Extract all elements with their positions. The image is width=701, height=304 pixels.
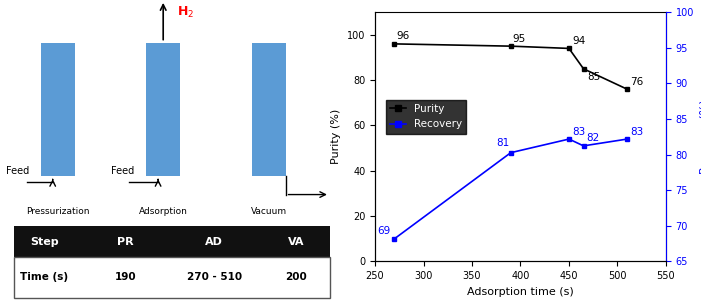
- Text: 82: 82: [587, 133, 599, 143]
- Text: 96: 96: [396, 31, 409, 41]
- Y-axis label: Purity (%): Purity (%): [332, 109, 341, 164]
- Bar: [13, 226, 329, 257]
- Text: 94: 94: [572, 36, 585, 46]
- Text: 270 - 510: 270 - 510: [186, 272, 242, 282]
- Text: PR: PR: [118, 237, 134, 247]
- Y-axis label: Recovery (%): Recovery (%): [700, 99, 701, 174]
- Text: 69: 69: [377, 226, 390, 236]
- Purity: [579, 67, 587, 71]
- Purity: [565, 47, 573, 50]
- Recovery: [579, 144, 587, 148]
- Recovery: [507, 151, 515, 154]
- Bar: [13, 257, 329, 298]
- Legend: Purity, Recovery: Purity, Recovery: [386, 100, 466, 134]
- Text: 76: 76: [630, 77, 644, 87]
- Text: 81: 81: [496, 138, 510, 148]
- X-axis label: Adsorption time (s): Adsorption time (s): [467, 287, 574, 297]
- Text: 83: 83: [572, 126, 585, 136]
- Text: 95: 95: [512, 34, 526, 43]
- Purity: [390, 42, 399, 46]
- Text: 200: 200: [285, 272, 306, 282]
- Purity: [507, 44, 515, 48]
- Text: Time (s): Time (s): [20, 272, 68, 282]
- Recovery: [390, 237, 399, 240]
- Text: VA: VA: [287, 237, 304, 247]
- Text: Vacuum: Vacuum: [250, 207, 287, 216]
- Bar: [147, 43, 180, 176]
- Text: Pressurization: Pressurization: [26, 207, 90, 216]
- Text: Feed: Feed: [6, 166, 29, 176]
- Text: Adsorption: Adsorption: [139, 207, 188, 216]
- Recovery: [565, 137, 573, 141]
- Line: Recovery: Recovery: [392, 136, 629, 241]
- Text: AD: AD: [205, 237, 223, 247]
- Recovery: [623, 137, 632, 141]
- Text: H$_2$: H$_2$: [177, 5, 194, 20]
- Text: 190: 190: [115, 272, 137, 282]
- Text: 85: 85: [587, 72, 601, 82]
- Text: 83: 83: [630, 126, 644, 136]
- Line: Purity: Purity: [392, 41, 629, 92]
- Purity: [623, 87, 632, 91]
- Bar: [41, 43, 75, 176]
- Text: Step: Step: [30, 237, 58, 247]
- Text: Feed: Feed: [111, 166, 135, 176]
- Bar: [252, 43, 285, 176]
